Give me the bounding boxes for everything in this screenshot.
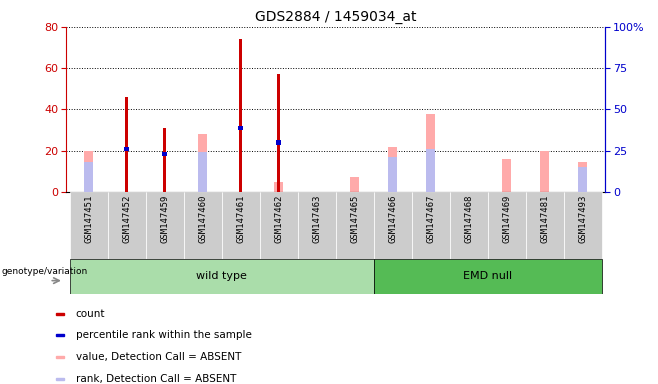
Bar	[540, 151, 549, 192]
Text: value, Detection Call = ABSENT: value, Detection Call = ABSENT	[76, 352, 241, 362]
Text: GSM147469: GSM147469	[502, 195, 511, 243]
Bar	[84, 162, 93, 192]
Bar	[276, 141, 281, 144]
Bar	[336, 192, 374, 259]
Bar	[239, 39, 242, 192]
Text: GSM147451: GSM147451	[84, 195, 93, 243]
Bar	[198, 152, 207, 192]
Text: percentile rank within the sample: percentile rank within the sample	[76, 330, 251, 340]
Text: GSM147466: GSM147466	[388, 195, 397, 243]
Bar	[70, 192, 108, 259]
Bar	[277, 74, 280, 192]
Bar	[388, 147, 397, 192]
Bar	[411, 192, 449, 259]
Bar	[198, 134, 207, 192]
Bar	[388, 157, 397, 192]
Bar	[55, 334, 64, 336]
Bar	[55, 377, 64, 380]
Bar	[55, 356, 64, 358]
Bar	[163, 128, 166, 192]
Bar	[125, 97, 128, 192]
Bar	[55, 313, 64, 315]
Text: genotype/variation: genotype/variation	[1, 267, 88, 276]
Text: EMD null: EMD null	[463, 271, 512, 281]
Bar	[222, 192, 260, 259]
Bar	[260, 192, 297, 259]
Text: GSM147463: GSM147463	[312, 195, 321, 243]
Text: GSM147462: GSM147462	[274, 195, 283, 243]
Bar	[350, 177, 359, 192]
Bar	[297, 192, 336, 259]
Bar	[84, 151, 93, 192]
Bar	[70, 259, 374, 294]
Text: GSM147465: GSM147465	[350, 195, 359, 243]
Text: GSM147460: GSM147460	[198, 195, 207, 243]
Bar	[124, 147, 129, 151]
Text: wild type: wild type	[196, 271, 247, 281]
Text: count: count	[76, 309, 105, 319]
Bar	[426, 114, 436, 192]
Text: GSM147468: GSM147468	[464, 195, 473, 243]
Bar	[184, 192, 222, 259]
Text: GSM147493: GSM147493	[578, 195, 587, 243]
Bar	[145, 192, 184, 259]
Bar	[238, 126, 243, 130]
Bar	[578, 167, 588, 192]
Bar	[274, 182, 284, 192]
Bar	[502, 159, 511, 192]
Bar	[526, 192, 563, 259]
Bar	[488, 192, 526, 259]
Text: GSM147481: GSM147481	[540, 195, 549, 243]
Bar	[563, 192, 601, 259]
Bar	[374, 192, 411, 259]
Text: GSM147461: GSM147461	[236, 195, 245, 243]
Text: GSM147459: GSM147459	[160, 195, 169, 243]
Text: GSM147452: GSM147452	[122, 195, 131, 243]
Bar	[163, 152, 167, 156]
Bar	[578, 162, 588, 192]
Title: GDS2884 / 1459034_at: GDS2884 / 1459034_at	[255, 10, 417, 25]
Bar	[449, 192, 488, 259]
Text: rank, Detection Call = ABSENT: rank, Detection Call = ABSENT	[76, 374, 236, 384]
Bar	[108, 192, 145, 259]
Text: GSM147467: GSM147467	[426, 195, 435, 243]
Bar	[374, 259, 601, 294]
Bar	[426, 149, 436, 192]
